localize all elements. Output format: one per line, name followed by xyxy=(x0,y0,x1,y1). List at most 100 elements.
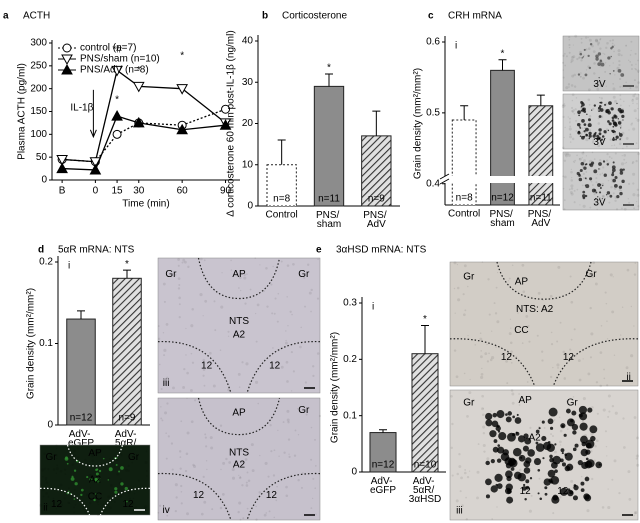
texture xyxy=(569,135,573,139)
texture xyxy=(581,420,584,423)
texture xyxy=(549,294,553,298)
texture xyxy=(606,41,609,45)
micrograph: 3V xyxy=(561,34,640,92)
texture xyxy=(586,509,590,513)
texture xyxy=(297,434,300,436)
texture xyxy=(477,443,480,446)
texture xyxy=(589,206,592,209)
texture xyxy=(636,436,639,440)
texture xyxy=(165,322,169,326)
texture xyxy=(628,497,632,501)
micrograph-bg xyxy=(449,389,639,521)
grain xyxy=(598,191,602,194)
texture xyxy=(272,265,274,268)
texture xyxy=(219,506,223,510)
grain xyxy=(505,470,513,479)
texture xyxy=(270,450,273,453)
grain xyxy=(579,169,583,173)
texture xyxy=(64,473,67,475)
texture xyxy=(591,275,595,279)
texture xyxy=(592,139,594,141)
texture xyxy=(292,262,295,266)
texture xyxy=(588,103,591,106)
texture xyxy=(570,338,573,341)
grain xyxy=(582,56,585,58)
grain xyxy=(589,43,593,46)
grain xyxy=(597,183,601,187)
micrograph-label: CC xyxy=(88,491,102,502)
texture xyxy=(128,487,131,490)
texture xyxy=(585,171,588,173)
texture xyxy=(599,66,601,68)
y-tick-label: 50 xyxy=(36,152,48,163)
grain xyxy=(587,54,590,57)
texture xyxy=(84,458,87,462)
annotation: * xyxy=(137,65,141,76)
texture xyxy=(582,358,584,360)
grain xyxy=(544,486,548,490)
grain xyxy=(560,448,565,453)
grain xyxy=(120,482,124,486)
texture xyxy=(274,297,277,300)
texture xyxy=(203,259,206,262)
marker xyxy=(176,84,189,95)
texture xyxy=(178,316,181,319)
texture xyxy=(180,420,183,423)
grain xyxy=(108,467,113,472)
grain xyxy=(598,463,601,466)
grain xyxy=(579,135,582,137)
grain xyxy=(609,73,611,75)
texture xyxy=(636,463,640,467)
grain xyxy=(617,118,619,120)
texture xyxy=(259,264,261,266)
texture xyxy=(272,490,275,493)
grain xyxy=(583,48,586,51)
texture xyxy=(570,192,574,196)
texture xyxy=(594,282,598,286)
grain xyxy=(580,435,588,444)
texture xyxy=(165,376,169,380)
texture xyxy=(496,320,500,324)
texture xyxy=(624,162,626,164)
texture xyxy=(635,454,639,458)
texture xyxy=(481,407,485,411)
texture xyxy=(581,127,584,129)
grain xyxy=(604,103,607,106)
texture xyxy=(246,507,249,510)
grain xyxy=(612,138,616,141)
grain xyxy=(578,114,580,117)
grain xyxy=(621,179,625,184)
texture xyxy=(265,267,268,270)
grain xyxy=(490,485,498,493)
texture xyxy=(593,62,596,65)
texture xyxy=(280,365,284,369)
grain xyxy=(602,160,606,163)
texture xyxy=(577,359,581,363)
grain xyxy=(581,119,585,123)
texture xyxy=(620,189,623,192)
grain xyxy=(578,177,583,182)
grain xyxy=(609,194,613,198)
texture xyxy=(243,276,247,280)
texture xyxy=(159,504,162,507)
texture xyxy=(596,87,600,91)
marker xyxy=(132,81,145,93)
grain xyxy=(579,422,588,431)
grain xyxy=(496,410,505,419)
texture xyxy=(561,61,565,64)
texture xyxy=(564,154,569,158)
bar xyxy=(490,69,515,206)
texture xyxy=(553,450,557,454)
texture xyxy=(483,450,486,453)
texture xyxy=(616,147,618,149)
grain xyxy=(584,476,590,482)
texture xyxy=(166,402,169,405)
texture xyxy=(620,162,625,166)
texture xyxy=(632,182,635,185)
texture xyxy=(580,475,583,478)
texture xyxy=(568,117,571,120)
texture xyxy=(562,54,565,57)
texture xyxy=(562,103,565,107)
texture xyxy=(272,347,274,349)
y-tick-label: 20 xyxy=(242,118,254,129)
